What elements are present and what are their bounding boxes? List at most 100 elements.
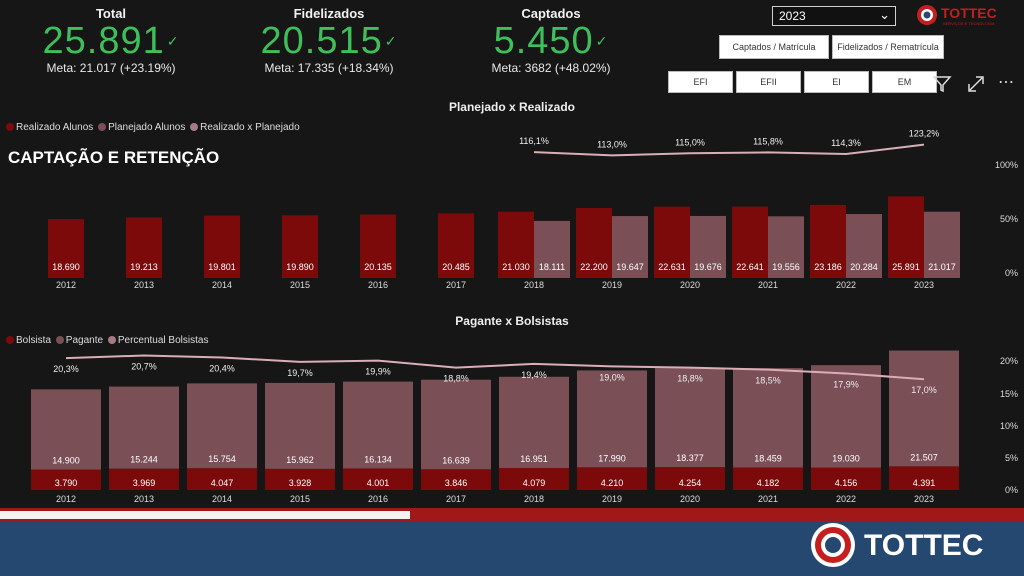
- logo-text: TOTTEC: [941, 5, 997, 21]
- percent-label: 19,0%: [599, 372, 625, 382]
- bar-realizado: [360, 214, 396, 278]
- bar-bolsista: [577, 467, 647, 490]
- percent-label: 20,4%: [209, 363, 235, 373]
- legend-dot: [98, 123, 107, 131]
- bar-label-bolsista: 4.210: [601, 478, 624, 488]
- kpi-captados: Captados 5.450 ✓ Meta: 3682 (+48.02%): [456, 6, 646, 75]
- bar-label-planejado: 19.647: [616, 262, 644, 272]
- percent-label: 17,0%: [911, 385, 937, 395]
- bar-pagante: [109, 386, 179, 469]
- btn-efii[interactable]: EFII: [736, 71, 801, 93]
- bar-realizado: [654, 206, 690, 278]
- bar-label-realizado: 25.891: [892, 262, 920, 272]
- brand-logo-footer: TOTTEC: [808, 520, 1018, 570]
- legend-percentual: Percentual Bolsistas: [117, 335, 209, 346]
- bar-pagante: [265, 382, 335, 469]
- bar-label-bolsista: 4.079: [523, 478, 546, 488]
- kpi-captados-value: 5.450 ✓: [456, 21, 646, 61]
- more-options-icon[interactable]: ⋯: [998, 74, 1016, 91]
- y2-tick-label: 5%: [1005, 453, 1018, 463]
- bar-bolsista: [187, 468, 257, 490]
- x-tick-label: 2016: [368, 494, 388, 504]
- bar-label-pagante: 18.377: [676, 453, 704, 463]
- percent-label: 20,7%: [131, 362, 157, 372]
- y2-tick-label: 0%: [1005, 485, 1018, 495]
- bar-bolsista: [733, 467, 803, 490]
- chart1-title: Planejado x Realizado: [448, 100, 576, 114]
- btn-captados-matricula[interactable]: Captados / Matrícula: [719, 35, 829, 59]
- overlay-title: CAPTAÇÃO E RETENÇÃO: [8, 148, 220, 167]
- kpi-total-value: 25.891 ✓: [16, 21, 206, 61]
- chart2-title: Pagante x Bolsistas: [455, 314, 569, 328]
- x-tick-label: 2020: [680, 280, 700, 290]
- bar-pagante: [889, 350, 959, 467]
- bar-label-planejado: 21.017: [928, 262, 956, 272]
- chart2-plot: 3.790 14.900 2012 20,3% 3.969 15.244 2013 20,7%…: [31, 350, 1018, 504]
- bar-label-pagante: 15.962: [286, 455, 314, 465]
- percent-line: [65, 354, 925, 381]
- y2-tick-label: 15%: [1000, 389, 1018, 399]
- ratio-label: 123,2%: [909, 129, 940, 139]
- bar-label-bolsista: 4.182: [757, 478, 780, 488]
- btn-em[interactable]: EM: [872, 71, 937, 93]
- y2-tick-label: 0%: [1005, 268, 1018, 278]
- bar-realizado: [732, 206, 768, 278]
- bar-label-bolsista: 3.790: [55, 478, 78, 488]
- bar-pagante: [577, 370, 647, 468]
- bar-planejado: [612, 216, 648, 278]
- year-select-value: 2023: [779, 9, 806, 23]
- bar-label-pagante: 16.134: [364, 454, 392, 464]
- percent-label: 18,8%: [677, 374, 703, 384]
- percent-label: 20,3%: [53, 364, 79, 374]
- btn-fidelizados-rematricula[interactable]: Fidelizados / Rematrícula: [832, 35, 944, 59]
- bar-label-pagante: 16.639: [442, 455, 470, 465]
- bar-bolsista: [343, 468, 413, 490]
- x-tick-label: 2016: [368, 280, 388, 290]
- check-icon: ✓: [595, 33, 609, 49]
- bar-label-realizado: 20.135: [364, 262, 392, 272]
- bar-label-bolsista: 4.047: [211, 478, 234, 488]
- btn-efi[interactable]: EFI: [668, 71, 733, 93]
- kpi-total: Total 25.891 ✓ Meta: 21.017 (+23.19%): [16, 6, 206, 75]
- bar-planejado: [690, 215, 726, 278]
- bar-bolsista: [421, 469, 491, 490]
- bar-label-bolsista: 4.001: [367, 478, 390, 488]
- x-tick-label: 2019: [602, 494, 622, 504]
- x-tick-label: 2012: [56, 280, 76, 290]
- bar-realizado: [888, 196, 924, 278]
- filter-icon[interactable]: [932, 74, 952, 96]
- bar-pagante: [187, 383, 257, 469]
- chart1-plot: 18.690 2012 19.213 2013 19.801 2014 19.890 2015…: [48, 129, 1018, 290]
- bar-label-realizado: 18.690: [52, 262, 80, 272]
- footer-logo-text: TOTTEC: [864, 529, 983, 562]
- bar-label-realizado: 19.890: [286, 262, 314, 272]
- bar-pagante: [655, 368, 725, 468]
- x-tick-label: 2015: [290, 280, 310, 290]
- bar-label-realizado: 20.485: [442, 262, 470, 272]
- bar-label-bolsista: 4.391: [913, 478, 936, 488]
- expand-icon[interactable]: [966, 74, 986, 96]
- bar-label-realizado: 19.213: [130, 262, 158, 272]
- percent-label: 19,9%: [365, 367, 391, 377]
- x-tick-label: 2017: [446, 280, 466, 290]
- bar-realizado: [576, 207, 612, 278]
- btn-ei[interactable]: EI: [804, 71, 869, 93]
- percent-label: 19,7%: [287, 368, 313, 378]
- x-tick-label: 2018: [524, 280, 544, 290]
- bar-pagante: [31, 389, 101, 470]
- bar-label-realizado: 23.186: [814, 262, 842, 272]
- year-select[interactable]: 2023 ⌄: [772, 6, 896, 26]
- legend-dot: [55, 336, 64, 344]
- check-icon: ✓: [166, 33, 180, 49]
- bar-label-pagante: 15.754: [208, 454, 236, 464]
- kpi-captados-meta: Meta: 3682 (+48.02%): [491, 61, 611, 75]
- x-tick-label: 2013: [134, 280, 154, 290]
- brand-logo-top: TOTTEC SERVIÇOS E TECNOLOGIA: [916, 4, 1020, 26]
- percent-label: 18,5%: [755, 376, 781, 386]
- legend-planejado: Planejado Alunos: [108, 122, 186, 133]
- bar-bolsista: [31, 469, 101, 490]
- percent-label: 18,8%: [443, 374, 469, 384]
- bar-planejado: [534, 220, 570, 278]
- bar-label-bolsista: 3.928: [289, 478, 312, 488]
- kpi-fidelizados-value: 20.515 ✓: [234, 21, 424, 61]
